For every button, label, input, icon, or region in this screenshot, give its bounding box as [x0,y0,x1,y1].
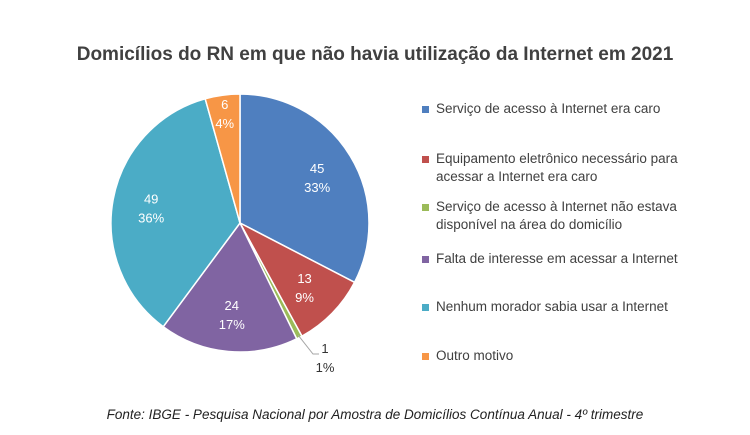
legend-swatch [422,156,429,163]
data-label-value: 49 [144,192,158,207]
data-label-percent: 17% [219,317,245,332]
pie-slice-3 [162,221,298,353]
pie-slice-1 [238,221,356,338]
legend-item: Serviço de acesso à Internet era caro [422,100,706,118]
leader-line [297,334,319,355]
legend-label: Falta de interesse em acessar a Internet [436,251,678,266]
data-label-value: 6 [221,97,228,112]
legend-swatch [422,106,429,113]
legend-item: Falta de interesse em acessar a Internet [422,250,706,268]
pie-slice-5 [204,93,241,224]
source-note: Fonte: IBGE - Pesquisa Nacional por Amos… [106,407,644,422]
legend-swatch [422,304,429,311]
chart-title: Domicílios do RN em que não havia utiliz… [76,44,674,65]
data-label-percent: 36% [138,211,164,226]
legend-label: Equipamento eletrônico necessário para a… [436,151,678,184]
data-label-value: 24 [225,298,239,313]
legend-item: Serviço de acesso à Internet não estava … [422,198,706,234]
data-label-percent: 1% [316,360,335,375]
legend-label: Nenhum morador sabia usar a Internet [436,299,668,314]
pie-slice-4 [110,97,241,328]
data-label-value: 45 [310,161,324,176]
data-label-percent: 9% [295,290,314,305]
legend-label: Outro motivo [436,348,514,363]
legend-item: Equipamento eletrônico necessário para a… [422,150,706,186]
data-label-percent: 33% [304,180,330,195]
legend-swatch [422,353,429,360]
data-label-value: 1 [321,341,328,356]
legend-swatch [422,256,429,263]
pie-slice-0 [239,93,370,284]
data-label-percent: 4% [215,116,234,131]
legend-swatch [422,204,429,211]
legend-label: Serviço de acesso à Internet não estava … [436,199,677,232]
legend-item: Nenhum morador sabia usar a Internet [422,298,706,316]
legend-item: Outro motivo [422,347,706,365]
data-label-value: 13 [297,271,311,286]
legend-label: Serviço de acesso à Internet era caro [436,101,661,116]
